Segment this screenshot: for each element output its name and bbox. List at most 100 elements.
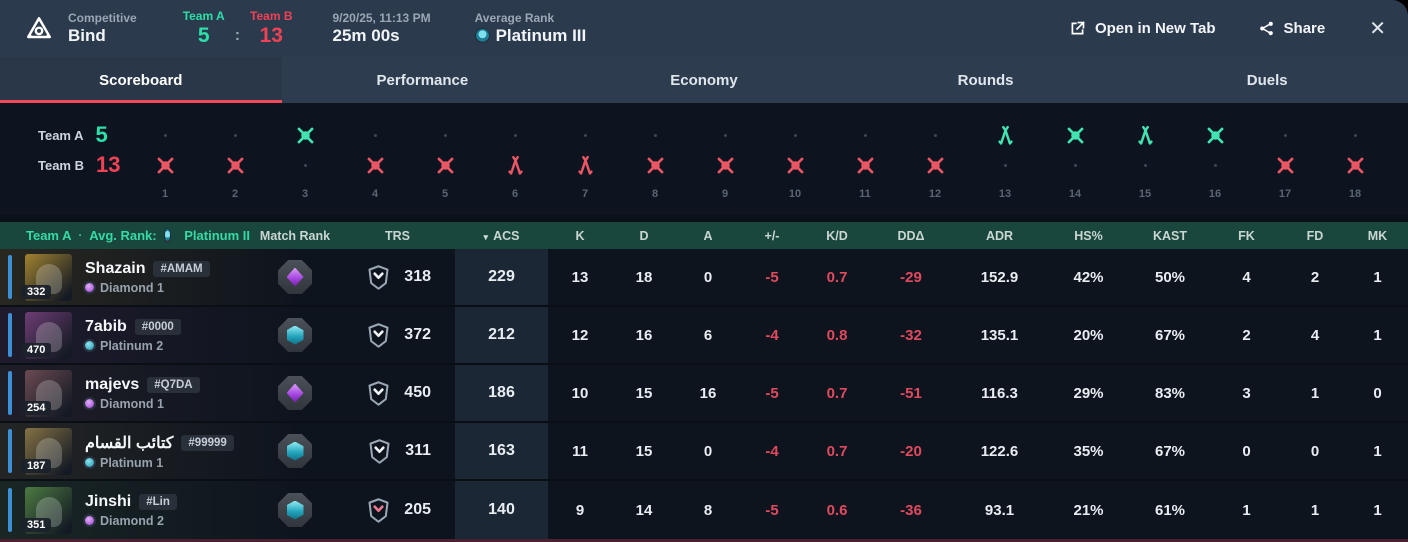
timeline-team-b-label: Team B	[38, 157, 84, 173]
acs-value: 186	[455, 365, 548, 421]
player-name[interactable]: Shazain	[85, 259, 146, 277]
player-tag: #0000	[134, 318, 181, 335]
round-team-a-slot	[200, 120, 270, 150]
tab-economy[interactable]: Economy	[670, 71, 738, 89]
team-summary-label: Team A	[26, 228, 72, 243]
round-number: 11	[859, 188, 871, 200]
elimination-icon	[367, 157, 383, 173]
fk-value: 4	[1242, 268, 1251, 286]
column-header-adr[interactable]: ADR	[985, 228, 1014, 243]
round-result-column: 8	[620, 120, 690, 215]
team-a-score: 5	[197, 23, 210, 47]
team-accent-bar	[8, 429, 12, 473]
round-team-b-slot	[1110, 150, 1180, 180]
team-b-score: 13	[259, 23, 283, 47]
player-name[interactable]: 7abib	[85, 317, 127, 335]
elimination-icon	[1347, 157, 1363, 173]
table-row[interactable]: 332 Shazain #AMAM Diamond 1 318 229 13	[0, 249, 1408, 307]
table-row[interactable]: 187 كتائب القسام #99999 Platinum 1 311 1…	[0, 423, 1408, 481]
table-row[interactable]: 254 majevs #Q7DA Diamond 1 450 186 10 1	[0, 365, 1408, 423]
player-name[interactable]: majevs	[85, 375, 140, 393]
elimination-icon	[787, 157, 803, 173]
round-loss-dot	[163, 133, 167, 137]
fk-value: 0	[1242, 442, 1251, 460]
rank-tier-icon	[85, 283, 94, 292]
round-loss-dot	[1213, 163, 1217, 167]
tab-performance[interactable]: Performance	[376, 71, 469, 89]
column-header-plusminus[interactable]: +/-	[764, 228, 780, 243]
player-tag: #Lin	[139, 493, 177, 510]
fk-value: 3	[1242, 384, 1251, 402]
round-number: 8	[651, 188, 659, 200]
round-result-column: 7	[550, 120, 620, 215]
table-row[interactable]: 470 7abib #0000 Platinum 2 372 212 12 1	[0, 307, 1408, 365]
team-b-section-edge	[0, 539, 1408, 542]
round-number: 14	[1068, 188, 1082, 200]
rounds-strip: 1 2 3 4 5 6	[130, 120, 1390, 215]
tab-rounds[interactable]: Rounds	[957, 71, 1014, 89]
column-header-acs[interactable]: ▾ ACS	[483, 228, 520, 243]
timeline-team-a-score: 5	[95, 122, 108, 147]
column-header-trs[interactable]: TRS	[385, 228, 410, 243]
kills-value: 13	[571, 268, 589, 286]
close-icon[interactable]: ✕	[1369, 17, 1386, 40]
column-header-fd[interactable]: FD	[1306, 228, 1324, 243]
round-team-a-slot	[480, 120, 550, 150]
trs-value: 318	[404, 268, 431, 285]
dddelta-value: -20	[900, 442, 922, 460]
tab-duels[interactable]: Duels	[1246, 71, 1288, 89]
column-header-hs[interactable]: HS%	[1074, 228, 1103, 243]
match-header: Competitive Bind Team A 5 : Team B 13 9/…	[0, 0, 1408, 57]
round-result-column: 17	[1250, 120, 1320, 215]
trs-value: 205	[404, 501, 431, 518]
tab-scoreboard[interactable]: Scoreboard	[0, 57, 282, 103]
column-header-fk[interactable]: FK	[1238, 228, 1255, 243]
round-loss-dot	[933, 133, 937, 137]
column-header-dddelta[interactable]: DDΔ	[897, 228, 925, 243]
column-header-kast[interactable]: KAST	[1152, 228, 1188, 243]
deaths-value: 16	[635, 326, 653, 344]
kills-value: 12	[571, 326, 589, 344]
column-header-mk[interactable]: MK	[1367, 228, 1388, 243]
column-header-match-rank[interactable]: Match Rank	[259, 228, 331, 243]
round-team-a-slot	[830, 120, 900, 150]
share-button[interactable]: Share	[1258, 20, 1325, 37]
round-loss-dot	[653, 133, 657, 137]
round-number: 15	[1138, 188, 1152, 200]
round-team-a-slot	[690, 120, 760, 150]
table-row[interactable]: 351 Jinshi #Lin Diamond 2 205 140 9 14	[0, 481, 1408, 539]
round-team-a-slot	[270, 120, 340, 150]
trs-value: 311	[405, 442, 431, 459]
elimination-icon	[297, 127, 313, 143]
player-name[interactable]: كتائب القسام	[85, 434, 174, 452]
player-name[interactable]: Jinshi	[85, 492, 132, 510]
share-icon	[1259, 21, 1273, 36]
score-separator: :	[234, 26, 241, 44]
agent-avatar: 187	[21, 427, 72, 475]
round-team-b-slot	[340, 150, 410, 180]
round-number: 7	[581, 188, 589, 200]
account-level-badge: 187	[21, 458, 52, 473]
round-loss-dot	[1143, 163, 1147, 167]
round-result-column: 10	[760, 120, 830, 215]
round-loss-dot	[1283, 133, 1287, 137]
column-header-a[interactable]: A	[703, 228, 713, 243]
round-loss-dot	[303, 163, 307, 167]
kd-value: 0.8	[826, 326, 848, 344]
player-rank: Diamond 2	[100, 513, 164, 528]
acs-value: 212	[455, 307, 548, 363]
plusminus-value: -4	[765, 442, 779, 460]
mk-value: 1	[1373, 326, 1382, 344]
trs-crest-icon	[368, 497, 389, 523]
round-team-a-slot	[760, 120, 830, 150]
column-header-kd[interactable]: K/D	[826, 228, 848, 243]
acs-value: 163	[455, 423, 548, 479]
column-header-d[interactable]: D	[639, 228, 649, 243]
round-number: 5	[441, 188, 449, 200]
elimination-icon	[717, 157, 733, 173]
column-header-k[interactable]: K	[575, 228, 585, 243]
team-accent-bar	[8, 488, 12, 532]
open-in-new-tab-button[interactable]: Open in New Tab	[1069, 20, 1216, 37]
round-team-b-slot	[620, 150, 690, 180]
round-team-b-slot	[690, 150, 760, 180]
